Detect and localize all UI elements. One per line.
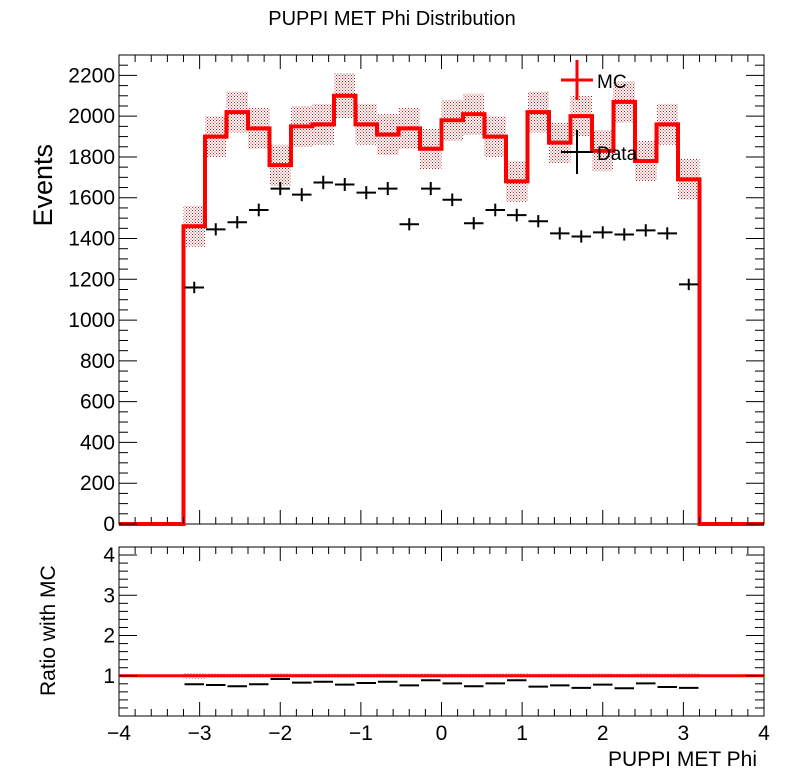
ratio-point-8 (356, 682, 376, 685)
x-tick-label: 3 (678, 722, 690, 745)
data-point-5 (292, 188, 312, 202)
mc-histogram-line (119, 93, 764, 526)
ratio-panel: 1 2 3 4 −4 −3 −2 −1 0 1 2 3 4 (103, 544, 770, 745)
data-point-18 (571, 230, 591, 243)
legend-entry-data: Data (561, 130, 638, 174)
x-tick-label: 0 (436, 722, 448, 745)
x-tick-label: 1 (516, 722, 528, 745)
x-tick-label: −2 (268, 722, 292, 745)
ratio-y-tick-label: 4 (103, 544, 115, 567)
x-axis-title: PUPPI MET Phi (608, 748, 757, 771)
ratio-plot-frame (118, 546, 765, 717)
main-y-tick-label: 200 (80, 472, 115, 495)
ratio-point-23 (679, 686, 699, 689)
ratio-point-2 (227, 685, 247, 688)
ratio-point-13 (464, 685, 484, 688)
data-point-23 (679, 278, 699, 291)
ratio-point-5 (292, 681, 312, 684)
data-point-12 (442, 193, 462, 207)
main-y-tick-label: 600 (80, 391, 115, 414)
ratio-point-22 (657, 686, 677, 689)
chart-title: PUPPI MET Phi Distribution (268, 8, 516, 30)
ratio-point-0 (184, 683, 204, 686)
ratio-point-6 (313, 680, 333, 683)
ratio-point-15 (507, 679, 527, 682)
data-point-17 (550, 227, 570, 240)
ratio-y-tick-label: 3 (103, 584, 115, 607)
ratio-point-11 (421, 679, 441, 682)
main-y-tick-label: 1400 (68, 228, 115, 251)
legend-label-data: Data (597, 144, 638, 165)
ratio-point-19 (593, 683, 613, 686)
legend-entry-mc: MC (561, 60, 627, 100)
ratio-point-1 (206, 684, 226, 687)
main-y-tick-label: 1200 (68, 268, 115, 291)
ratio-y-tick-label: 1 (103, 665, 115, 688)
data-point-20 (614, 228, 634, 241)
ratio-point-18 (571, 686, 591, 689)
data-point-22 (657, 227, 677, 240)
x-tick-label: −1 (349, 722, 373, 745)
data-point-1 (206, 223, 226, 236)
x-tick-label: 2 (597, 722, 609, 745)
data-point-21 (636, 224, 656, 237)
ratio-point-16 (528, 685, 548, 688)
y-axis-title-ratio: Ratio with MC (37, 565, 60, 696)
main-y-tick-label: 1800 (68, 146, 115, 169)
data-point-2 (227, 216, 247, 229)
ratio-point-4 (270, 677, 290, 680)
y-axis-title-events: Events (28, 144, 58, 227)
main-y-tick-label: 800 (80, 350, 115, 373)
data-point-16 (528, 215, 548, 228)
data-point-11 (421, 182, 441, 196)
ratio-y-tick-label: 2 (103, 625, 115, 648)
ratio-point-3 (249, 683, 269, 686)
ratio-point-20 (614, 687, 634, 690)
data-point-19 (593, 226, 613, 239)
main-panel: 0 200 400 600 800 1000 1200 1400 1600 1800 2000 220… (68, 54, 765, 536)
ratio-point-14 (485, 682, 505, 685)
x-tick-label: −4 (107, 722, 131, 745)
data-point-4 (270, 182, 290, 196)
main-y-tick-label: 1000 (68, 309, 115, 332)
data-point-15 (507, 208, 527, 222)
data-point-14 (485, 203, 505, 217)
x-tick-label: −3 (188, 722, 212, 745)
main-y-tick-label: 0 (103, 513, 115, 536)
data-point-7 (335, 177, 355, 192)
ratio-point-9 (378, 680, 398, 683)
legend-label-mc: MC (597, 72, 627, 93)
main-y-tick-label: 2200 (68, 64, 115, 87)
data-point-10 (399, 218, 419, 231)
data-point-0 (184, 281, 204, 294)
x-tick-label: 4 (758, 722, 770, 745)
legend: MC Data (561, 60, 638, 174)
data-point-8 (356, 186, 376, 200)
data-point-3 (249, 203, 269, 217)
main-y-tick-label: 2000 (68, 105, 115, 128)
main-y-tick-label: 1600 (68, 187, 115, 210)
ratio-point-10 (399, 684, 419, 687)
data-point-13 (464, 217, 484, 230)
ratio-point-7 (335, 683, 355, 686)
ratio-point-17 (550, 684, 570, 687)
ratio-point-12 (442, 682, 462, 685)
data-point-9 (378, 182, 398, 196)
ratio-point-21 (636, 682, 656, 685)
data-point-6 (313, 175, 333, 190)
main-y-tick-label: 400 (80, 431, 115, 454)
